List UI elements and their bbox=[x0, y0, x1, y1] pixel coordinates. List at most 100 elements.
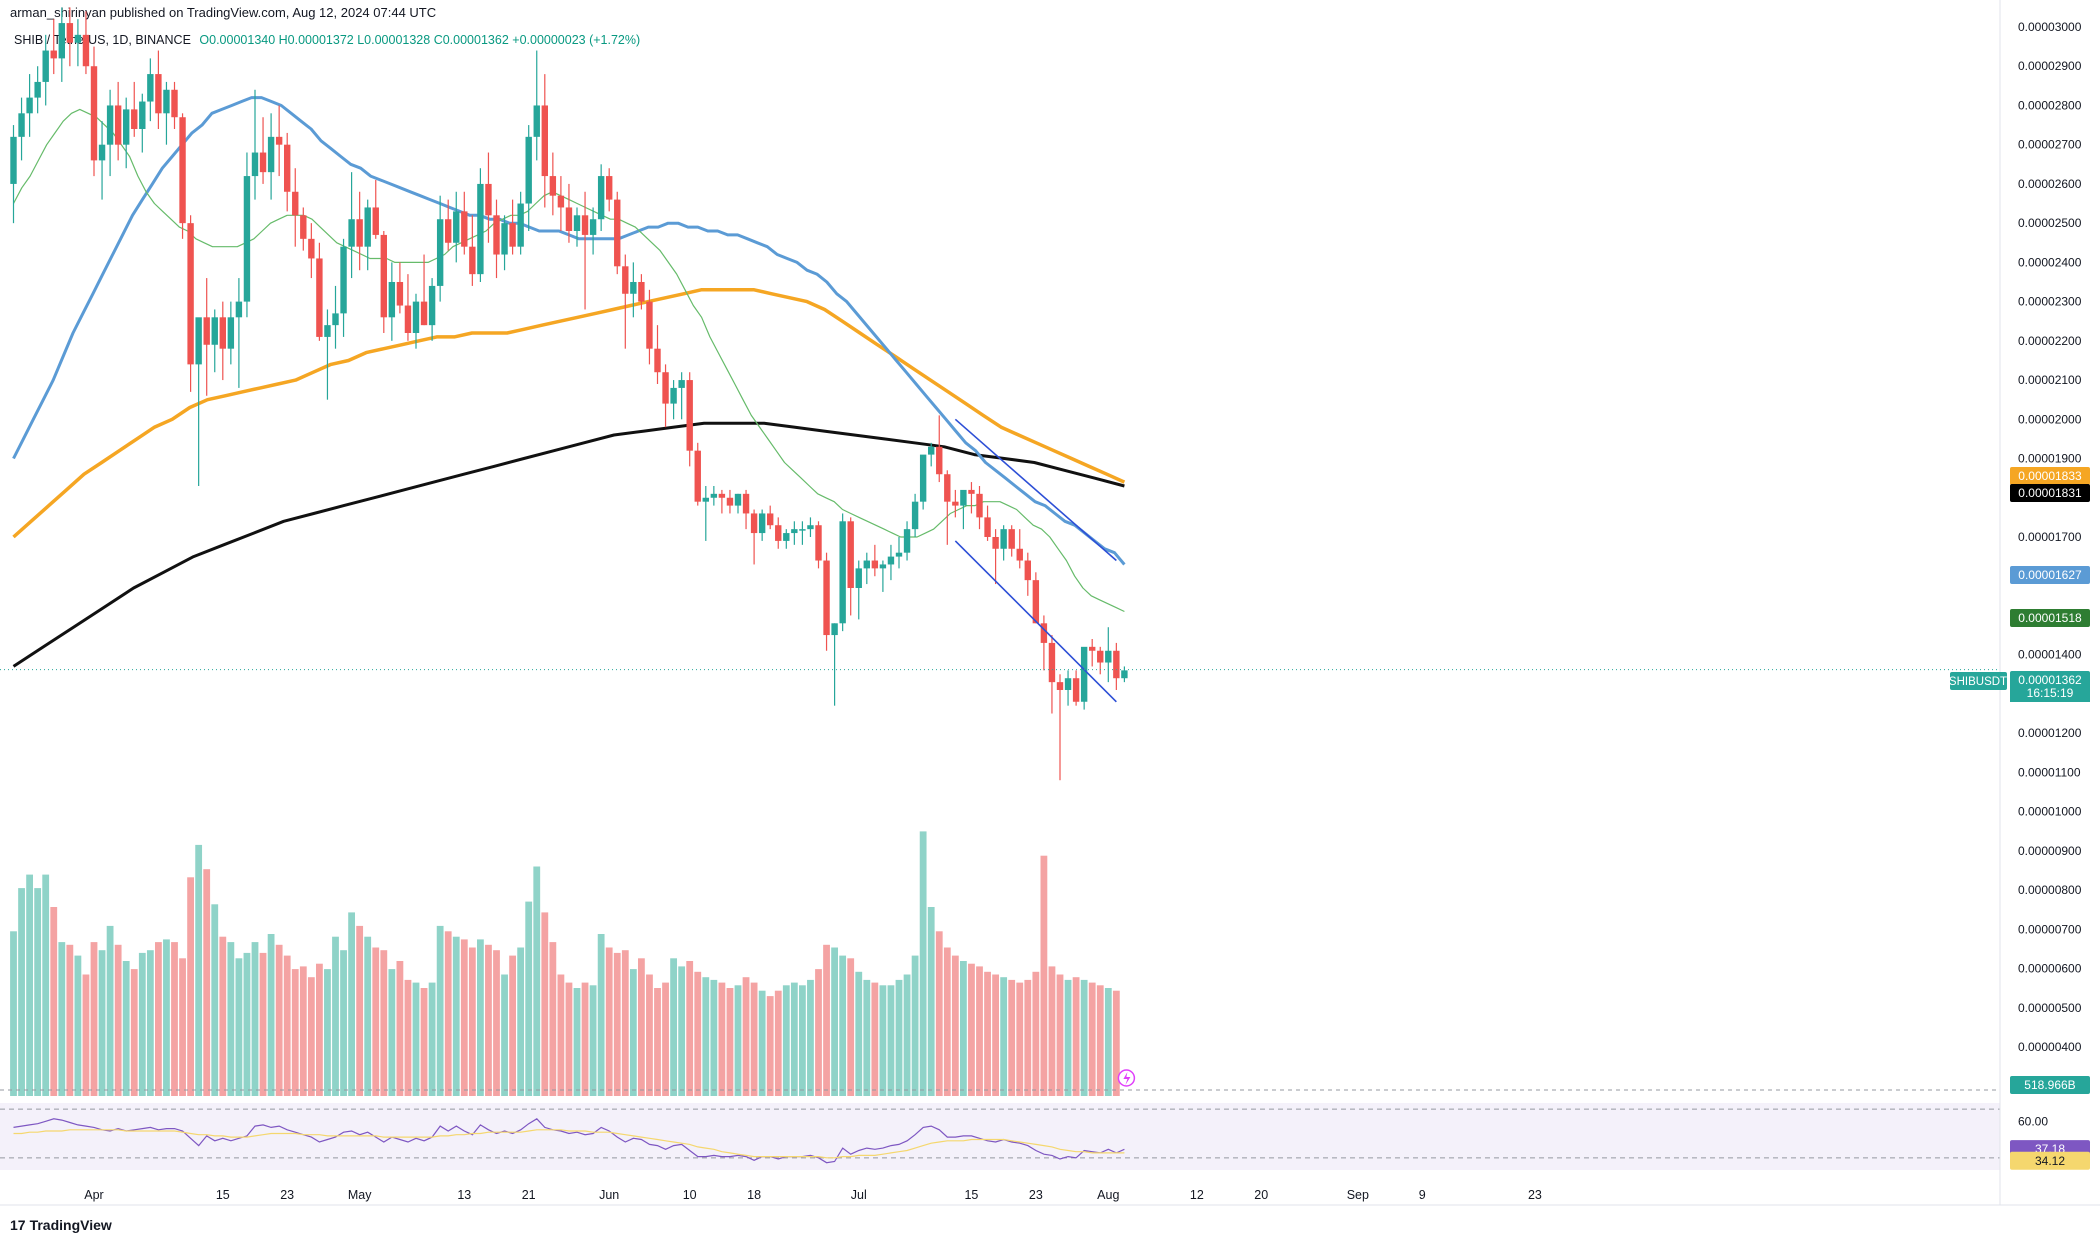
x-tick-label: Sep bbox=[1347, 1188, 1369, 1202]
candle-body bbox=[581, 215, 589, 235]
candle-body bbox=[123, 109, 130, 145]
volume-bar bbox=[903, 974, 911, 1096]
candle-body bbox=[436, 219, 444, 286]
symbol-label[interactable]: SHIB / TetherUS, 1D, BINANCE bbox=[14, 33, 191, 47]
candle-body bbox=[18, 113, 25, 137]
volume-bar bbox=[195, 844, 203, 1096]
rsi-ma-line bbox=[13, 1129, 1125, 1159]
x-tick-label: Apr bbox=[84, 1188, 103, 1202]
x-tick-label: 21 bbox=[522, 1188, 536, 1202]
x-tick-label: 10 bbox=[683, 1188, 697, 1202]
volume-bar bbox=[766, 996, 774, 1096]
volume-bar bbox=[823, 944, 830, 1096]
y-tick-label: 0.00002500 bbox=[2018, 216, 2082, 230]
candle-body bbox=[1097, 650, 1104, 663]
volume-bar bbox=[348, 912, 355, 1096]
candle-body bbox=[549, 176, 557, 196]
volume-bar bbox=[26, 874, 33, 1096]
price-tag-label: 0.00001627 bbox=[2018, 568, 2082, 582]
volume-bar bbox=[790, 982, 798, 1096]
candle-body bbox=[928, 446, 935, 455]
candle-body bbox=[686, 380, 693, 451]
volume-bar bbox=[130, 969, 138, 1096]
y-tick-label: 0.00001700 bbox=[2018, 530, 2082, 544]
price-tag-label: 0.00001833 bbox=[2018, 469, 2082, 483]
candle-body bbox=[372, 207, 379, 235]
candle-body bbox=[694, 450, 701, 502]
rsi-ma-value-tag: 34.12 bbox=[2035, 1154, 2065, 1168]
volume-bar bbox=[678, 966, 686, 1096]
candle-body bbox=[847, 521, 854, 588]
candle-body bbox=[106, 105, 114, 145]
volume-bar bbox=[887, 985, 895, 1096]
candle-body bbox=[453, 211, 460, 243]
candle-body bbox=[1105, 650, 1112, 663]
volume-bar bbox=[847, 958, 855, 1096]
candle-body bbox=[259, 152, 267, 173]
candle-body bbox=[984, 517, 991, 537]
candle-body bbox=[316, 258, 323, 337]
volume-bar bbox=[638, 958, 645, 1096]
symbol-ohlc-legend: SHIB / TetherUS, 1D, BINANCE O0.00001340… bbox=[14, 33, 640, 47]
candle-body bbox=[992, 536, 999, 549]
volume-bar bbox=[911, 955, 919, 1096]
candle-body bbox=[1048, 642, 1056, 683]
volume-bar bbox=[1032, 971, 1040, 1096]
volume-bar bbox=[573, 988, 581, 1096]
volume-bar bbox=[98, 950, 106, 1096]
candle-body bbox=[606, 176, 613, 200]
volume-bar bbox=[718, 982, 726, 1096]
candle-body bbox=[412, 301, 420, 333]
volume-bar bbox=[597, 934, 605, 1096]
candle-body bbox=[179, 117, 186, 224]
candle-body bbox=[1008, 529, 1015, 549]
y-tick-label: 0.00000700 bbox=[2018, 922, 2082, 936]
volume-tag: 518.966B bbox=[2024, 1078, 2075, 1092]
volume-bar bbox=[42, 874, 50, 1096]
y-tick-label: 0.00000500 bbox=[2018, 1001, 2082, 1015]
candle-body bbox=[936, 446, 943, 475]
candle-body bbox=[960, 489, 967, 506]
volume-bar bbox=[82, 974, 90, 1096]
candle-body bbox=[1000, 529, 1007, 549]
candle-body bbox=[1040, 623, 1048, 643]
price-tag-label-bg bbox=[2010, 484, 2090, 502]
candle-body bbox=[919, 454, 927, 502]
candle-body bbox=[791, 529, 798, 534]
y-tick-label: 0.00002600 bbox=[2018, 177, 2082, 191]
time-axis: Apr 15 23 May 13 21 Jun 10 18 Jul 15 23 Aug 12 20 Sep 9 2… bbox=[0, 1188, 2100, 1206]
volume-bar bbox=[1064, 979, 1072, 1096]
candle-body bbox=[831, 623, 838, 636]
volume-bar bbox=[404, 979, 412, 1096]
candle-body bbox=[114, 105, 122, 145]
volume-bar bbox=[187, 877, 194, 1096]
volume-bar bbox=[541, 912, 549, 1096]
candle-body bbox=[718, 493, 726, 498]
volume-bar bbox=[307, 977, 315, 1096]
candle-body bbox=[10, 136, 17, 184]
volume-bar bbox=[316, 963, 323, 1096]
candle-body bbox=[839, 521, 846, 624]
rsi-panel: 60.00 bbox=[0, 1089, 2048, 1170]
volume-bar bbox=[146, 950, 154, 1096]
candle-body bbox=[742, 493, 750, 514]
candle-body bbox=[1113, 650, 1120, 679]
volume-bar bbox=[444, 931, 452, 1096]
volume-bar bbox=[460, 939, 468, 1096]
volume-bar bbox=[1104, 988, 1112, 1096]
volume-bar bbox=[509, 955, 516, 1096]
candle-body bbox=[1121, 670, 1128, 679]
volume-bar bbox=[468, 947, 476, 1096]
x-tick-label: 18 bbox=[747, 1188, 761, 1202]
low-value: L0.00001328 bbox=[357, 33, 431, 47]
candle-body bbox=[58, 23, 65, 59]
volume-bar bbox=[1000, 977, 1008, 1096]
y-tick-label: 0.00000800 bbox=[2018, 883, 2082, 897]
y-tick-label: 0.00000900 bbox=[2018, 844, 2082, 858]
price-tag-label: 0.00001831 bbox=[2018, 486, 2082, 500]
volume-bar bbox=[1080, 979, 1088, 1096]
volume-bar bbox=[364, 936, 372, 1096]
volume-bar bbox=[613, 952, 621, 1096]
tradingview-logo[interactable]: 17 TradingView bbox=[10, 1217, 112, 1233]
